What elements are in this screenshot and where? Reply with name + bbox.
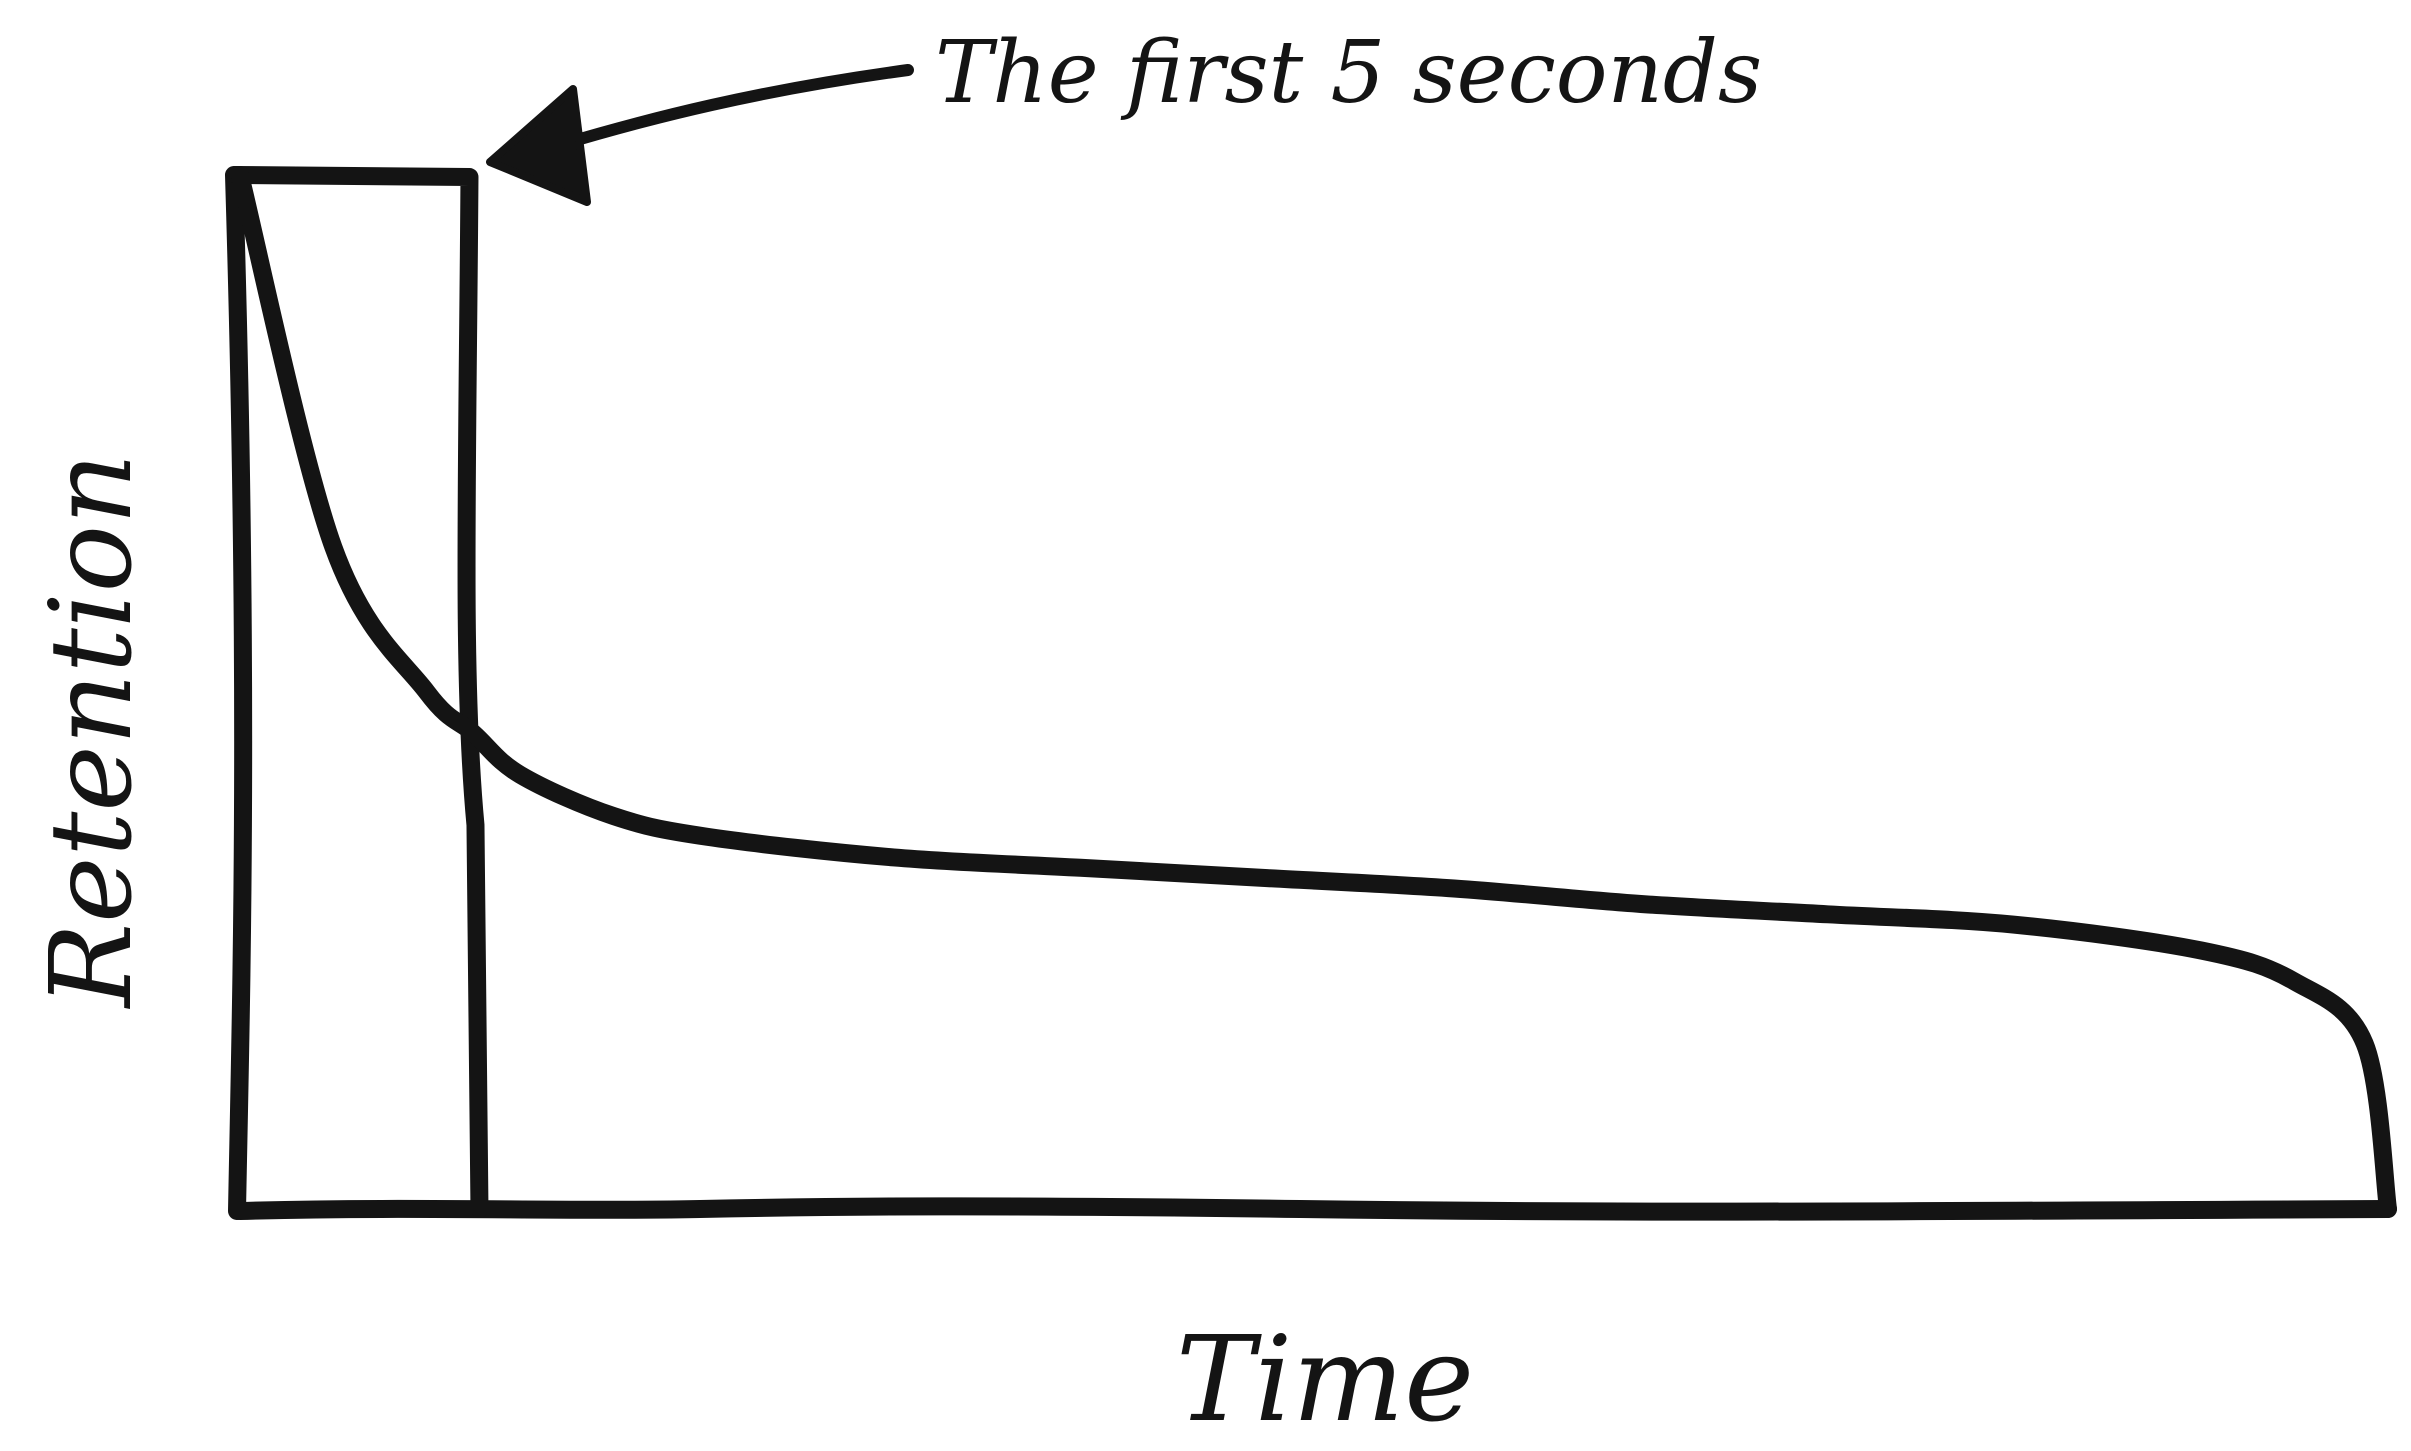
axes-frame bbox=[225, 166, 2397, 1221]
y-axis-label: Retention bbox=[27, 453, 157, 1009]
annotation-arrow-shaft bbox=[554, 64, 914, 151]
annotation: The first 5 seconds bbox=[486, 23, 1762, 206]
highlight-box bbox=[227, 166, 489, 1218]
y-axis-line bbox=[225, 166, 253, 1220]
retention-series bbox=[231, 166, 2397, 1218]
x-axis-line bbox=[231, 1197, 2397, 1221]
first-seconds-highlight bbox=[227, 166, 489, 1218]
annotation-arrow-head bbox=[486, 85, 591, 206]
x-axis-label: Time bbox=[1176, 1310, 1474, 1448]
retention-curve bbox=[231, 166, 2397, 1218]
annotation-label: The first 5 seconds bbox=[935, 23, 1762, 123]
